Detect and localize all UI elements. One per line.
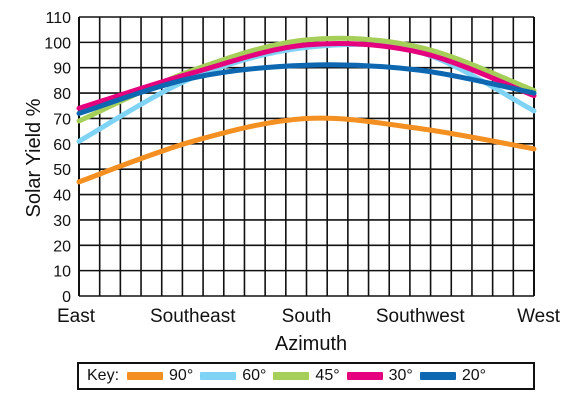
y-tick-labels: 0 10 20 30 40 50 60 70 80 90 100 110 (44, 10, 71, 306)
y-tick-label: 80 (53, 86, 71, 103)
series-line-30 (76, 40, 537, 111)
legend-swatch (346, 372, 383, 380)
legend-swatch (200, 372, 237, 380)
y-tick-label: 90 (53, 61, 71, 78)
y-tick-label: 110 (45, 10, 71, 27)
x-tick-label: South (282, 306, 332, 327)
legend-label: 60° (242, 367, 267, 384)
y-tick-label: 50 (53, 162, 71, 179)
legend-item: 30° (346, 367, 413, 385)
series-line-90 (76, 115, 537, 185)
x-tick-label: Southeast (150, 306, 236, 327)
y-tick-label: 70 (53, 111, 71, 128)
x-tick-label: West (517, 306, 561, 327)
y-tick-label: 40 (53, 188, 71, 205)
legend-label: 45° (315, 367, 340, 384)
y-tick-label: 10 (53, 264, 71, 281)
y-tick-label: 100 (44, 35, 71, 52)
series-line-20 (76, 62, 537, 116)
chart-series (76, 35, 537, 185)
x-tick-label: East (57, 306, 96, 327)
legend-swatch (273, 372, 310, 380)
y-tick-label: 30 (53, 213, 71, 230)
legend-item: 60° (200, 367, 266, 385)
legend-label: 90° (169, 367, 194, 384)
legend-swatch (419, 372, 456, 380)
legend-item: 45° (273, 367, 340, 385)
legend-item: 90° (127, 367, 193, 385)
legend-swatch (127, 372, 164, 380)
legend-label: 30° (388, 367, 413, 384)
y-axis-label: Solar Yield % (23, 98, 45, 217)
y-tick-label: 0 (62, 289, 71, 306)
series-line-60 (76, 41, 537, 144)
y-tick-label: 60 (53, 137, 71, 154)
x-tick-labels: East Southeast South Southwest West (57, 306, 561, 327)
legend-item: 20° (419, 367, 487, 385)
x-axis-label: Azimuth (275, 333, 347, 355)
y-tick-label: 20 (53, 238, 71, 255)
legend-title: Key: (87, 367, 120, 384)
x-tick-label: Southwest (376, 306, 465, 327)
legend: Key: 90° 60° 45° 30° 20° (77, 362, 535, 390)
legend-items: 90° 60° 45° 30° 20° (127, 367, 493, 385)
legend-label: 20° (461, 367, 487, 384)
